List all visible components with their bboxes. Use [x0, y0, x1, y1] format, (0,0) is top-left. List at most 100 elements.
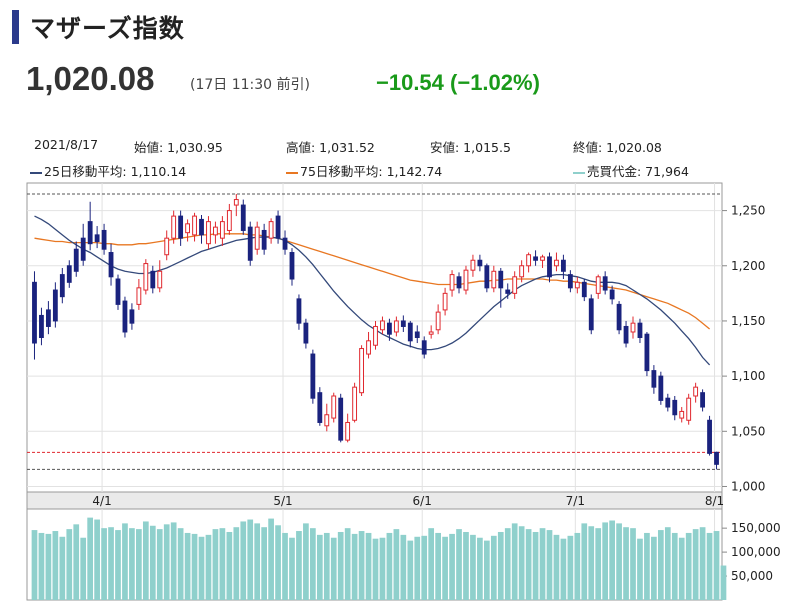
- candle-down: [498, 270, 504, 289]
- volume-bar: [337, 531, 344, 600]
- candle-up: [574, 281, 580, 289]
- candle-down: [400, 320, 406, 327]
- candle-up: [268, 221, 274, 239]
- candle-down: [560, 259, 566, 272]
- volume-bar: [657, 530, 664, 600]
- volume-bar: [205, 534, 212, 600]
- legend-volume-swatch: [573, 171, 585, 174]
- candle-down: [665, 397, 671, 408]
- volume-bar: [94, 519, 100, 600]
- price-tick-label: 1,150: [731, 314, 765, 328]
- candle-down: [101, 229, 107, 250]
- volume-bar: [198, 536, 205, 600]
- volume-bar: [289, 537, 295, 600]
- candle-up: [213, 226, 218, 236]
- candle-down: [39, 314, 44, 338]
- volume-bar: [504, 528, 511, 600]
- stat-high: 高値: 1,031.52: [286, 140, 375, 155]
- stat-low: 安値: 1,015.5: [430, 140, 511, 155]
- candle-down: [456, 276, 462, 289]
- candle-up: [219, 221, 225, 239]
- volume-bar: [386, 532, 393, 600]
- candle-up: [373, 325, 378, 346]
- candle-down: [303, 322, 309, 344]
- volume-bar: [671, 532, 678, 600]
- volume-bar: [497, 531, 504, 600]
- candle-down: [52, 289, 58, 322]
- volume-bar: [477, 537, 483, 600]
- stat-close: 終値: 1,020.08: [573, 140, 662, 155]
- candle-down: [623, 325, 629, 344]
- page-title: マザーズ指数: [30, 14, 185, 43]
- candle-up: [345, 421, 351, 441]
- volume-bar: [275, 525, 281, 600]
- volume-bar: [254, 523, 261, 600]
- candle-down: [651, 370, 657, 388]
- candle-down: [261, 229, 267, 250]
- candle-down: [178, 215, 184, 239]
- volume-bar: [484, 540, 490, 600]
- volume-bar: [435, 532, 441, 600]
- title-accent-bar: [12, 10, 19, 44]
- x-tick-label: 5/1: [273, 494, 292, 508]
- volume-bar: [706, 532, 713, 600]
- candle-down: [150, 270, 156, 289]
- x-tick-label: 4/1: [92, 494, 111, 508]
- volume-bar: [518, 526, 525, 600]
- volume-bar: [685, 532, 692, 600]
- candle-up: [254, 226, 260, 250]
- candle-up: [359, 348, 364, 394]
- candle-up: [352, 386, 358, 421]
- legend-ma25-swatch: [30, 171, 42, 174]
- candle-up: [226, 210, 232, 231]
- candle-down: [484, 265, 490, 289]
- volume-bar: [442, 536, 448, 600]
- volume-tick-label: 150,000: [731, 521, 781, 535]
- candle-up: [512, 276, 518, 294]
- volume-bar: [546, 530, 553, 600]
- volume-bar: [115, 530, 121, 600]
- candle-down: [533, 256, 538, 261]
- volume-bar: [80, 537, 87, 600]
- candle-down: [80, 237, 86, 261]
- volume-bar: [365, 532, 372, 600]
- candle-down: [407, 322, 413, 342]
- candle-up: [192, 215, 197, 236]
- volume-bar: [219, 528, 226, 600]
- candle-up: [686, 397, 692, 421]
- legend-ma75: 75日移動平均: 1,142.74: [286, 161, 442, 180]
- volume-bar: [52, 531, 59, 600]
- price-tick-label: 1,200: [731, 259, 765, 273]
- candle-down: [59, 274, 65, 298]
- volume-bar: [303, 523, 309, 600]
- candle-up: [679, 410, 685, 419]
- volume-bar: [45, 533, 52, 600]
- legend-ma75-label: 75日移動平均: 1,142.74: [300, 164, 443, 179]
- volume-bar: [177, 528, 184, 600]
- candle-up: [233, 199, 239, 206]
- legend-ma75-swatch: [286, 171, 298, 174]
- x-tick-label: 7/1: [566, 494, 585, 508]
- volume-bar: [101, 528, 107, 600]
- candle-down: [414, 331, 420, 339]
- x-label-band: [26, 491, 723, 510]
- volume-tick-label: 50,000: [731, 569, 773, 583]
- volume-bar: [156, 529, 163, 600]
- volume-bar: [595, 528, 602, 600]
- volume-bar: [630, 528, 636, 600]
- current-price: 1,020.08: [26, 60, 155, 97]
- volume-bar: [330, 537, 337, 600]
- volume-bar: [233, 527, 240, 600]
- candle-down: [94, 234, 100, 242]
- stat-open: 始値: 1,030.95: [134, 140, 223, 155]
- candle-up: [428, 331, 434, 335]
- candle-up: [540, 256, 545, 261]
- candle-down: [505, 289, 511, 294]
- candle-down: [45, 309, 51, 327]
- candle-down: [714, 451, 719, 465]
- candle-down: [317, 392, 323, 423]
- volume-bar: [407, 540, 414, 600]
- volume-bar: [261, 527, 267, 600]
- volume-bar: [644, 532, 650, 600]
